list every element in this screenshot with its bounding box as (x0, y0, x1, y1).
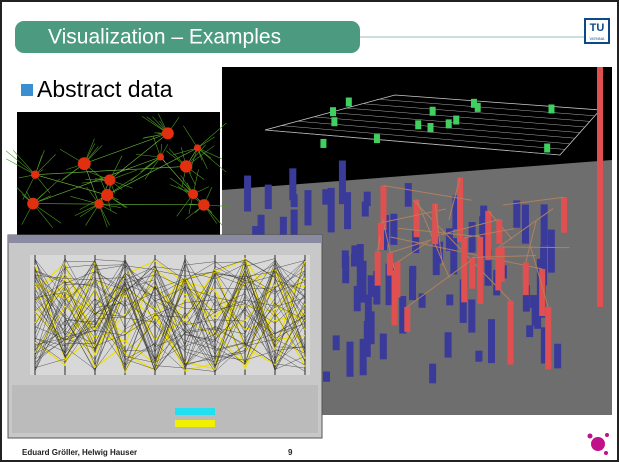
blue-bar (541, 204, 548, 245)
blue-bar (323, 371, 330, 381)
green-cube (346, 98, 352, 107)
blue-bar (362, 202, 369, 217)
green-cube (544, 143, 550, 152)
blue-bar (445, 332, 452, 357)
red-bar (508, 301, 514, 365)
blue-bar (390, 214, 397, 245)
blue-bar (244, 176, 251, 212)
network-node (194, 144, 201, 151)
blue-bar (488, 319, 495, 363)
blue-bar (258, 215, 265, 236)
green-cube (331, 117, 337, 126)
blue-bar (554, 344, 561, 369)
blue-bar (342, 250, 349, 268)
blue-bar (450, 238, 457, 274)
image-network (6, 112, 228, 235)
red-bar (495, 247, 501, 290)
blue-bar (322, 189, 329, 204)
red-bar (404, 307, 410, 332)
splat-drop (604, 451, 608, 455)
network-node (101, 189, 113, 201)
green-cube (374, 134, 380, 143)
red-bar (523, 263, 529, 296)
slide: Visualization – Examples TU VIENNA Abstr… (0, 0, 619, 462)
red-bar (375, 251, 381, 285)
blue-bar (475, 351, 482, 362)
blue-bar (522, 205, 529, 244)
red-bar (387, 253, 393, 276)
green-cube (430, 107, 436, 116)
blue-bar (526, 325, 533, 337)
blue-bar (409, 269, 416, 300)
logo-text: TU (590, 22, 605, 34)
blue-bar (304, 190, 311, 225)
network-node (27, 198, 39, 210)
green-cube (548, 104, 554, 113)
logo-subtext: VIENNA (590, 36, 605, 41)
red-bar (392, 270, 398, 325)
blue-bar (351, 245, 358, 261)
image-parallel-coordinates (8, 235, 322, 438)
green-cube (446, 119, 452, 128)
network-node (162, 127, 174, 139)
green-cube (415, 120, 421, 129)
blue-bar (339, 161, 346, 205)
red-bar (469, 257, 475, 288)
blue-bar (429, 364, 436, 384)
blue-bar (333, 335, 340, 350)
network-node (31, 171, 39, 179)
green-cube (475, 103, 481, 112)
blue-bar (346, 342, 353, 377)
blue-bar (468, 299, 475, 332)
blue-bar (265, 185, 272, 209)
network-node (104, 174, 115, 185)
green-cube (453, 116, 459, 125)
network-node (198, 199, 210, 211)
blue-bar (446, 295, 453, 306)
swatch-cyan (175, 408, 215, 415)
splat-drop (605, 433, 609, 437)
red-bar (461, 238, 467, 303)
tall-red-bar (597, 67, 603, 307)
window-titlebar (8, 235, 322, 243)
red-bar (477, 237, 483, 304)
blue-bar (548, 230, 555, 273)
page: {"header": {"title": "Visualization – Ex… (0, 0, 619, 462)
blue-bar (513, 200, 520, 227)
green-cube (428, 123, 434, 132)
blue-bar (405, 183, 412, 207)
network-node (78, 157, 91, 170)
page-number: 9 (288, 448, 293, 457)
blue-bar (380, 334, 387, 360)
blue-bar (530, 295, 537, 308)
red-bar (561, 197, 567, 232)
blue-bar (368, 275, 375, 297)
green-cube (320, 139, 326, 148)
splat-blob (591, 437, 605, 451)
slide-title: Visualization – Examples (48, 26, 281, 49)
network-node (94, 199, 103, 208)
network-node (157, 153, 164, 160)
bullet-text: Abstract data (37, 76, 173, 102)
green-cube (330, 107, 336, 116)
red-bar (485, 211, 491, 260)
control-panel (12, 385, 318, 433)
footer-authors: Eduard Gröller, Helwig Hauser (22, 448, 137, 457)
red-bar (545, 307, 551, 369)
blue-bar (360, 339, 367, 375)
network-node (188, 189, 198, 199)
link-line (502, 247, 570, 248)
blue-bar (291, 210, 298, 238)
bullet-marker (21, 84, 33, 96)
logo: TU VIENNA (585, 19, 609, 43)
swatch-yellow (175, 420, 215, 427)
splat-drop (588, 434, 593, 439)
blue-bar (289, 168, 296, 200)
network-node (180, 160, 192, 172)
